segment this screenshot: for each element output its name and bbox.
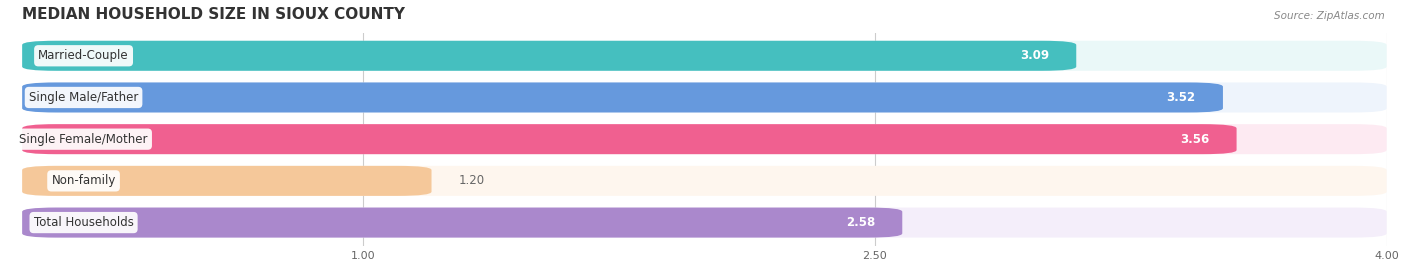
Text: 3.09: 3.09 bbox=[1019, 49, 1049, 62]
Text: 3.56: 3.56 bbox=[1180, 133, 1209, 146]
FancyBboxPatch shape bbox=[22, 207, 1386, 237]
Text: Single Male/Father: Single Male/Father bbox=[30, 91, 138, 104]
Text: Single Female/Mother: Single Female/Mother bbox=[20, 133, 148, 146]
Text: Total Households: Total Households bbox=[34, 216, 134, 229]
FancyBboxPatch shape bbox=[22, 41, 1386, 71]
Text: 1.20: 1.20 bbox=[458, 174, 485, 187]
FancyBboxPatch shape bbox=[22, 166, 1386, 196]
Text: MEDIAN HOUSEHOLD SIZE IN SIOUX COUNTY: MEDIAN HOUSEHOLD SIZE IN SIOUX COUNTY bbox=[22, 7, 405, 22]
FancyBboxPatch shape bbox=[22, 41, 1076, 71]
Text: Non-family: Non-family bbox=[52, 174, 115, 187]
FancyBboxPatch shape bbox=[22, 166, 432, 196]
FancyBboxPatch shape bbox=[22, 124, 1386, 154]
FancyBboxPatch shape bbox=[22, 83, 1223, 113]
FancyBboxPatch shape bbox=[22, 207, 903, 237]
FancyBboxPatch shape bbox=[22, 83, 1386, 113]
FancyBboxPatch shape bbox=[22, 124, 1237, 154]
Text: 3.52: 3.52 bbox=[1167, 91, 1195, 104]
Text: Source: ZipAtlas.com: Source: ZipAtlas.com bbox=[1274, 11, 1385, 21]
Text: Married-Couple: Married-Couple bbox=[38, 49, 129, 62]
Text: 2.58: 2.58 bbox=[846, 216, 875, 229]
